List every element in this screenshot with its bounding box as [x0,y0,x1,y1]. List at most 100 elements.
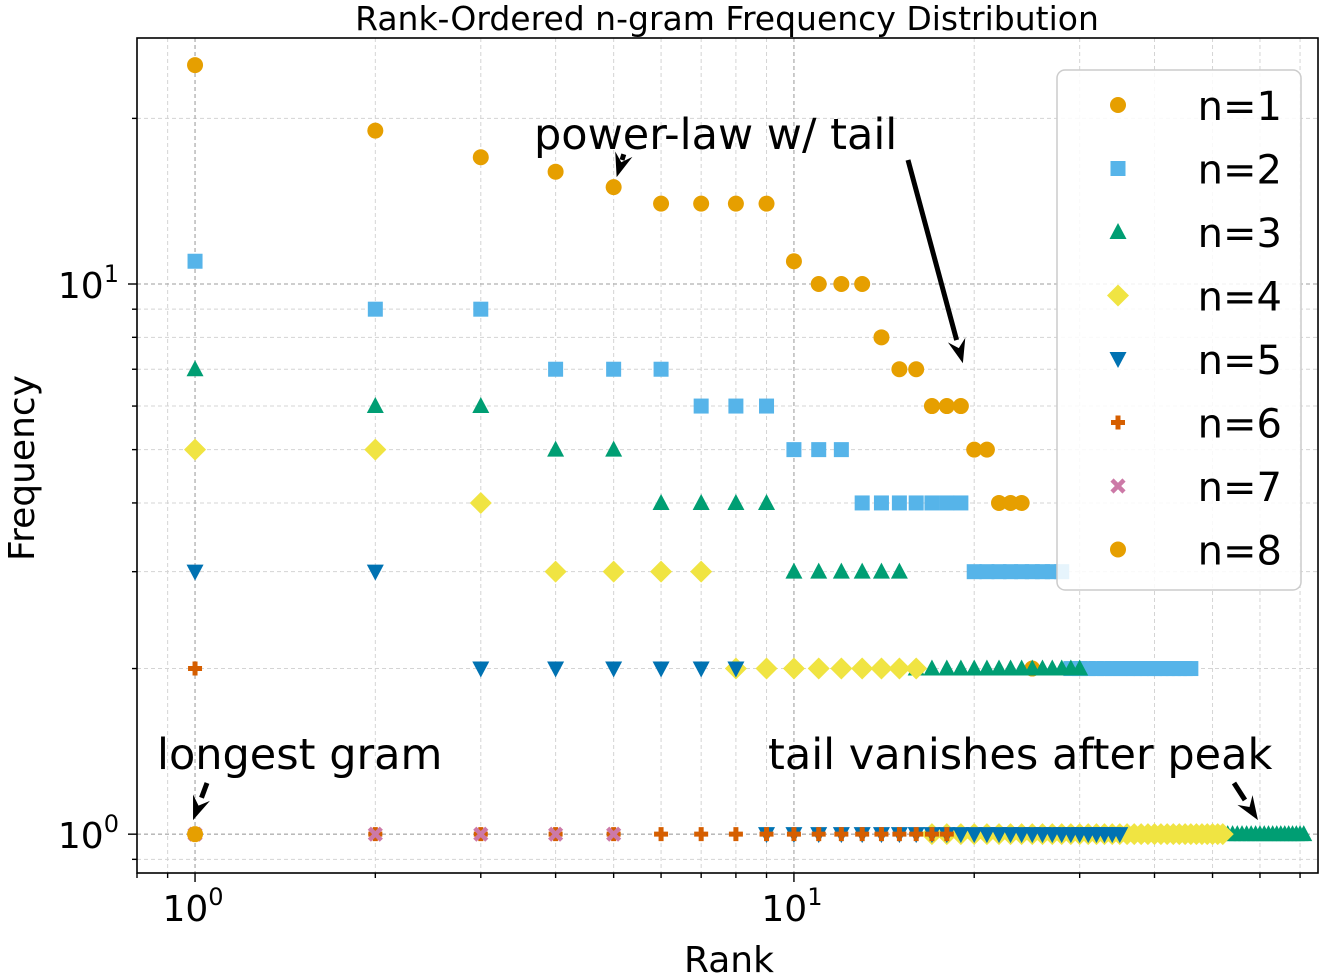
legend-label: n=8 [1198,529,1282,575]
data-point [853,562,871,579]
data-point [605,440,623,457]
annotations: power-law w/ tail longest gram tail vanish… [157,110,1272,821]
legend-marker [1110,541,1126,558]
data-point [469,491,492,514]
data-point [547,163,564,180]
data-point [891,361,908,378]
legend-label: n=5 [1198,338,1282,384]
data-point [473,826,489,842]
data-point [979,564,995,580]
data-point [692,661,710,678]
data-point [811,827,826,842]
data-point [785,562,803,579]
plot-frame [136,37,1319,874]
data-point [938,659,956,676]
data-point [602,560,625,583]
series-n2 [187,253,1199,677]
data-point [870,657,893,680]
data-point [728,398,744,414]
x-axis-label: Rank [684,940,774,977]
data-point [650,560,673,583]
data-point [939,495,955,511]
data-point [548,361,564,377]
legend-box [1056,69,1302,591]
data-point [908,361,925,378]
data-point [367,826,383,842]
data-point [186,360,204,377]
legend-item: n=7 [1110,465,1282,511]
data-point [851,657,874,680]
data-point [758,493,776,510]
series-n3 [186,360,1313,842]
data-point [786,827,801,842]
legend-marker [1110,161,1126,176]
data-point [1111,827,1129,844]
legend-marker [1109,352,1127,368]
data-point [653,195,670,212]
data-point [890,562,908,579]
grid-minor [136,38,1318,873]
legend-label: n=3 [1198,211,1282,257]
data-point [187,253,203,269]
legend-marker [1111,415,1125,430]
data-point [952,659,970,676]
data-point [1295,825,1313,842]
data-point [1071,659,1089,676]
chart-title: Rank-Ordered n-gram Frequency Distributi… [355,0,1099,38]
data-point [759,827,774,842]
data-marks [184,57,1313,846]
annotation-arrow-head [193,794,210,821]
data-point [693,195,710,212]
annotation-arrow-head [1237,795,1258,821]
data-point [872,562,890,579]
legend-item: n=1 [1110,84,1282,130]
data-point [892,827,907,842]
data-point [854,495,870,511]
annotation-arrow-shaft [619,153,627,161]
series-n8 [187,826,204,843]
x-tick-label: 100 [162,883,223,930]
data-point [924,495,940,511]
data-point [990,659,1008,676]
data-point [965,659,983,676]
data-point [548,826,564,842]
legend-item: n=8 [1110,529,1282,575]
data-point [923,398,940,415]
annotation-tail-vanishes: tail vanishes after peak [768,730,1272,780]
data-point [653,361,669,377]
data-point [939,827,954,842]
data-point [1002,659,1020,676]
data-point [547,440,565,457]
data-point [978,827,996,844]
data-point [990,827,1008,844]
data-point [367,122,384,139]
data-point [472,397,490,414]
data-point [978,659,996,676]
legend-item: n=4 [1107,275,1282,321]
data-point [473,301,489,317]
data-point [694,827,709,842]
data-point [810,562,828,579]
legend-item: n=3 [1109,211,1282,257]
data-point [952,398,969,415]
data-point [187,826,204,843]
data-point [834,827,849,842]
data-point [782,657,805,680]
legend: n=1 n=2 n=3 n=4 n=5 n=6 n=7 n=8 [1056,69,1302,591]
data-point [891,495,907,511]
legend-marker [1107,284,1129,307]
data-point [472,149,489,166]
axis-ticks: 100 101 100 101 [58,117,1301,930]
data-point [924,827,939,842]
data-point [978,441,995,458]
data-point [187,57,204,74]
data-point [728,827,743,842]
data-point [1183,661,1199,677]
data-point [188,661,203,676]
data-point [991,564,1007,580]
annotation-arrow-shaft [199,782,210,799]
data-point [606,826,622,842]
annotation-power-law: power-law w/ tail [534,110,897,160]
data-point [1002,494,1019,511]
